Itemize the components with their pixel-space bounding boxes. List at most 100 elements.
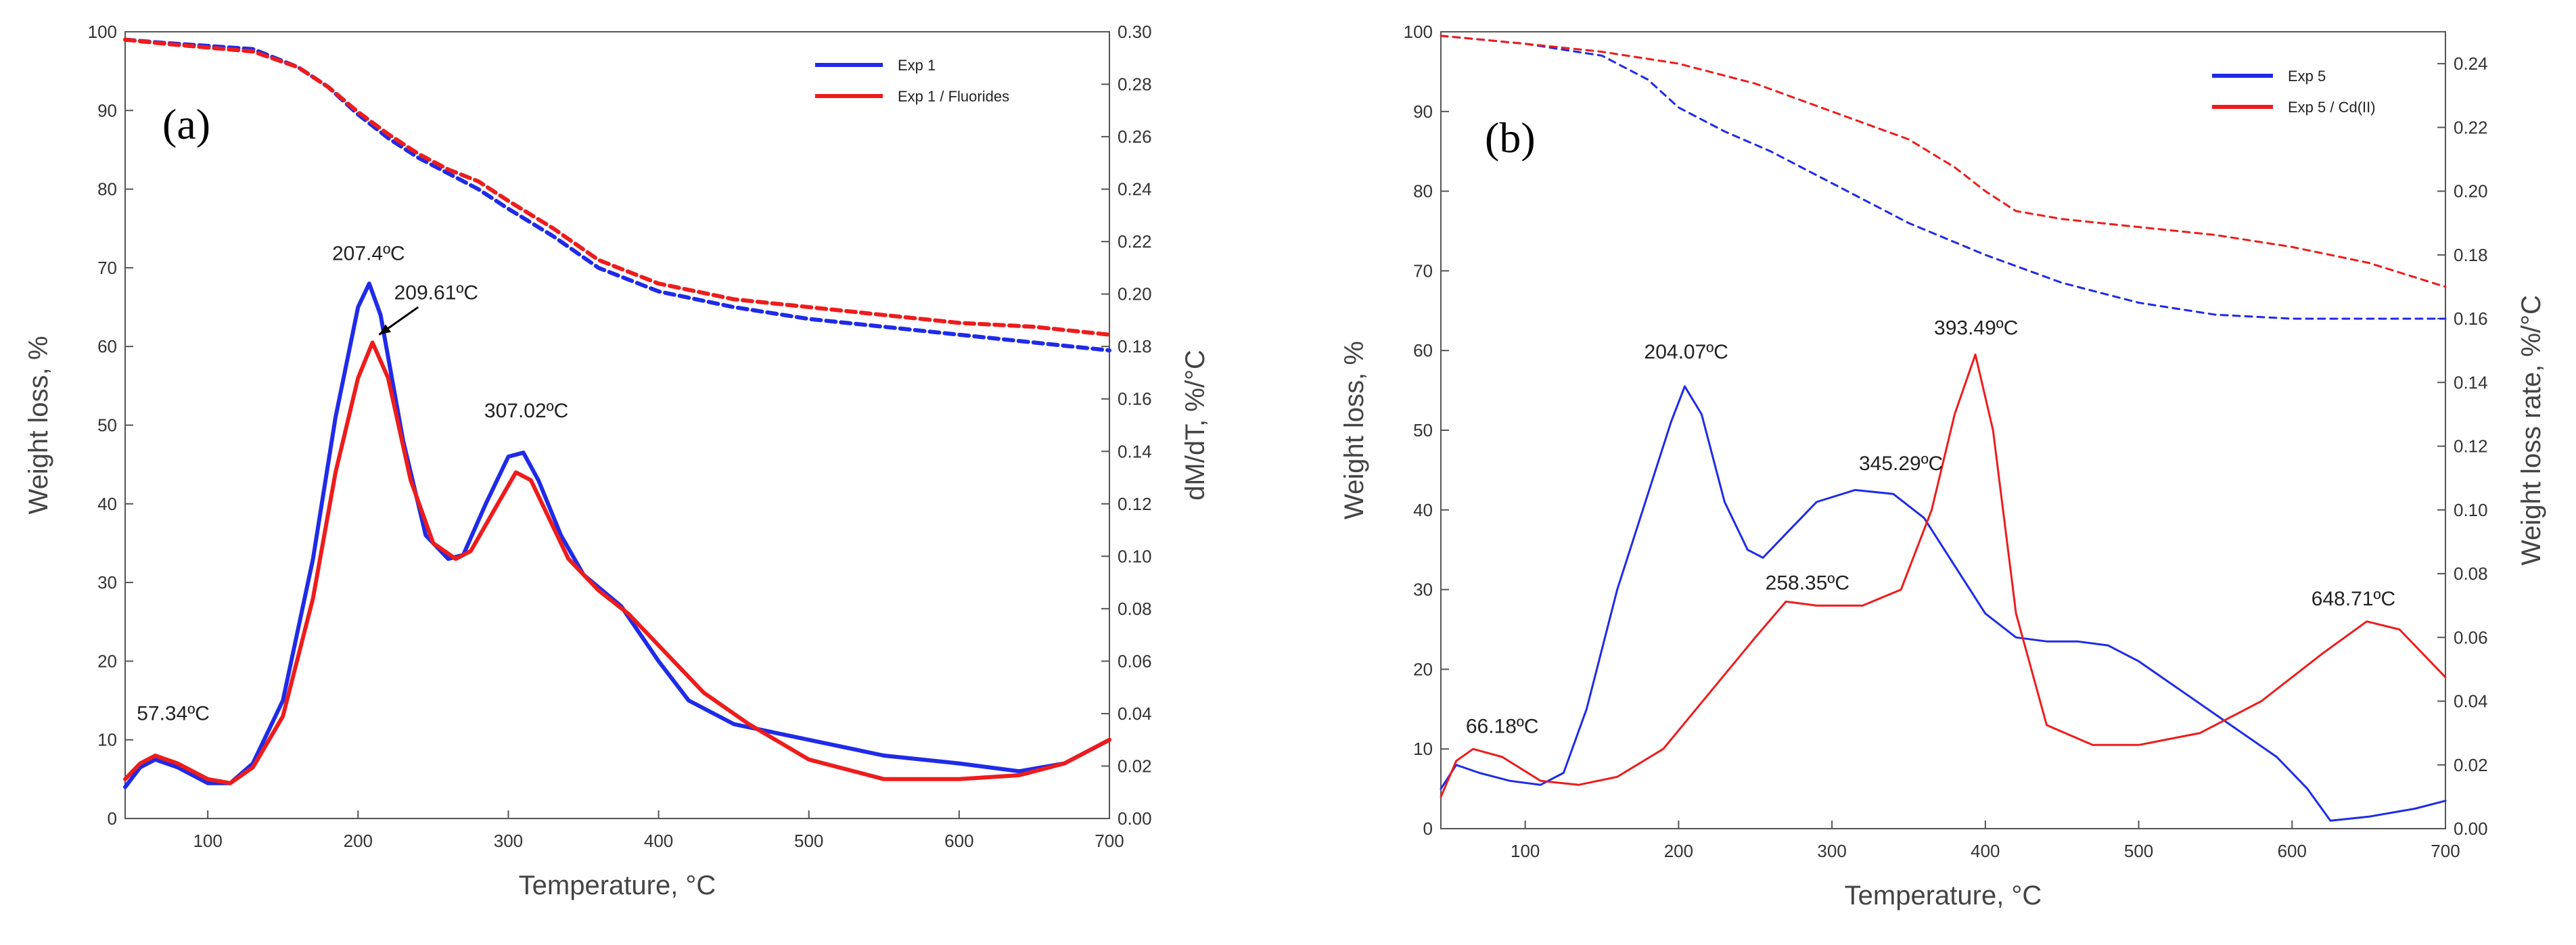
y2-tick-label: 0.18 [1118,336,1152,356]
y-tick-label: 50 [97,415,117,436]
x-tick-label: 300 [1817,841,1846,861]
legend-label: Exp 1 / Fluorides [898,88,1009,105]
y2-tick-label: 0.30 [1118,22,1152,42]
y2-tick-label: 0.14 [2454,372,2488,392]
x-tick-label: 100 [1511,841,1540,861]
y-tick-label: 0 [108,808,117,829]
y-tick-label: 10 [97,730,117,750]
y-tick-label: 40 [1413,500,1433,520]
y2-tick-label: 0.18 [2454,245,2488,265]
y2-tick-label: 0.02 [2454,755,2488,775]
y2-tick-label: 0.10 [1118,546,1152,566]
series-line-weight-red [1440,34,2447,288]
y2-tick-label: 0.06 [2454,627,2488,647]
y2-tick-label: 0.20 [1118,284,1152,304]
annotation-arrowhead [379,324,392,335]
series-line-weight-red [123,37,1111,337]
y-tick-label: 20 [1413,659,1433,679]
chart-panel-1: 100 200 300 400 500 600 700 0 10 20 30 40 50 60 70 80 90… [24,22,1210,900]
x-tick-label: 400 [644,831,673,851]
peak-annotation: 207.4ºC [332,242,405,264]
series-line-weight-blue [1440,34,2447,320]
y2-tick-label: 0.16 [2454,308,2488,329]
x-tick-label: 400 [1971,841,2000,861]
y-tick-label: 60 [97,336,117,356]
plot-frame [124,31,1110,819]
y2-tick-label: 0.06 [1118,651,1152,671]
y-tick-label: 40 [97,494,117,514]
legend-label: Exp 5 [2288,68,2326,85]
x-tick-label: 700 [2431,841,2460,861]
y-tick-label: 80 [97,179,117,200]
y2-tick-label: 0.12 [2454,436,2488,457]
y-tick-label: 0 [1423,819,1433,839]
y2-tick-label: 0.26 [1118,126,1152,147]
y2-tick-label: 0.16 [1118,389,1152,409]
series-line-weight-blue [123,37,1111,352]
y2-axis-label: dM/dT, %/°C [1180,350,1210,501]
x-tick-label: 500 [794,831,823,851]
peak-annotation: 204.07ºC [1644,341,1728,363]
y-tick-label: 70 [1413,260,1433,281]
y2-tick-label: 0.02 [1118,756,1152,776]
x-tick-label: 600 [944,831,973,851]
y-tick-label: 100 [1404,22,1433,42]
y-tick-label: 100 [88,22,117,42]
y-tick-label: 70 [97,258,117,278]
series-line-rate-red [123,340,1111,785]
y2-tick-label: 0.24 [1118,179,1152,200]
x-tick-label: 200 [344,831,373,851]
y2-tick-label: 0.00 [2454,819,2488,839]
peak-annotation: 209.61ºC [394,281,478,304]
panel-label: (a) [162,100,210,148]
y-axis-label: Weight loss, % [1339,341,1369,520]
y2-tick-label: 0.10 [2454,500,2488,520]
panel-label: (b) [1485,114,1536,162]
series-line-rate-red [1440,353,2447,798]
peak-annotation: 57.34ºC [137,703,210,725]
y2-tick-label: 0.04 [1118,704,1152,724]
y2-tick-label: 0.00 [1118,808,1152,829]
y2-tick-label: 0.12 [1118,494,1152,514]
y2-tick-label: 0.20 [2454,181,2488,202]
peak-annotation: 345.29ºC [1859,453,1943,475]
y2-tick-label: 0.28 [1118,74,1152,95]
y2-tick-label: 0.22 [2454,117,2488,137]
legend-label: Exp 1 [898,57,936,74]
peak-annotation: 258.35ºC [1766,572,1849,595]
y-tick-label: 10 [1413,739,1433,759]
legend-label: Exp 5 / Cd(II) [2288,99,2376,116]
x-tick-label: 700 [1095,831,1124,851]
x-axis-label: Temperature, °C [1845,881,2042,911]
peak-annotation: 648.71ºC [2312,588,2395,610]
chart-panel-2: 100 200 300 400 500 600 700 0 10 20 30 40 50 60 70 80 90… [1339,22,2546,911]
y-tick-label: 20 [97,651,117,671]
peak-annotation: 307.02ºC [484,400,568,422]
y2-tick-label: 0.14 [1118,441,1152,461]
x-tick-label: 100 [193,831,222,851]
x-axis-label: Temperature, °C [519,871,716,900]
plot-frame [1440,31,2446,829]
x-tick-label: 600 [2278,841,2307,861]
x-tick-label: 200 [1664,841,1693,861]
y2-tick-label: 0.08 [1118,599,1152,619]
y-tick-label: 60 [1413,340,1433,361]
peak-annotation: 393.49ºC [1934,317,2018,340]
x-tick-label: 300 [494,831,523,851]
y2-tick-label: 0.04 [2454,691,2488,712]
series-line-rate-blue [1440,385,2447,822]
x-tick-label: 500 [2124,841,2153,861]
y-tick-label: 80 [1413,181,1433,202]
y-tick-label: 30 [1413,580,1433,600]
y-axis-label: Weight loss, % [24,336,53,515]
y-tick-label: 30 [97,572,117,593]
y-tick-label: 50 [1413,420,1433,440]
y2-tick-label: 0.24 [2454,53,2488,74]
y-tick-label: 90 [97,100,117,120]
series-line-rate-blue [123,281,1111,789]
y-tick-label: 90 [1413,101,1433,122]
peak-annotation: 66.18ºC [1466,716,1539,738]
y2-axis-label: Weight loss rate, %/°C [2516,295,2546,566]
y2-tick-label: 0.08 [2454,563,2488,584]
